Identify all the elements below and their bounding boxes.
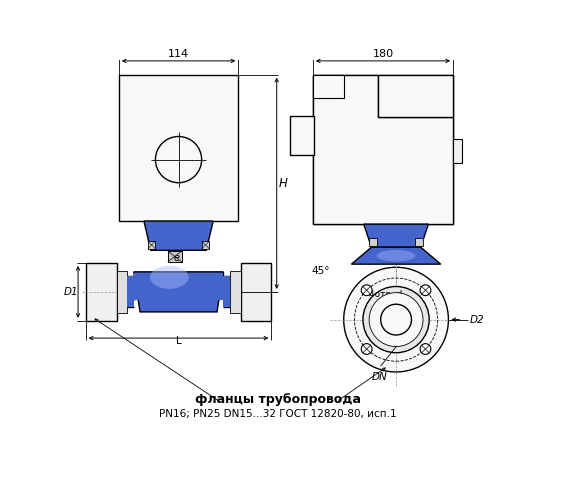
Polygon shape <box>127 277 134 307</box>
Polygon shape <box>144 221 213 250</box>
Circle shape <box>363 287 429 353</box>
Ellipse shape <box>377 250 416 262</box>
Bar <box>313 75 378 117</box>
Text: фланцы трубопровода: фланцы трубопровода <box>195 393 361 406</box>
Bar <box>416 238 423 245</box>
Text: 114: 114 <box>168 50 189 59</box>
Circle shape <box>361 344 372 354</box>
Bar <box>86 263 116 321</box>
Bar <box>119 75 238 221</box>
Circle shape <box>344 267 448 372</box>
Polygon shape <box>134 274 163 300</box>
Bar <box>290 116 314 155</box>
Polygon shape <box>364 224 428 247</box>
Text: 45°: 45° <box>311 266 330 276</box>
Bar <box>378 75 453 117</box>
Text: D2: D2 <box>470 315 485 325</box>
Bar <box>168 251 182 262</box>
Bar <box>240 263 271 321</box>
Polygon shape <box>352 247 441 264</box>
Bar <box>313 75 344 98</box>
Text: e: e <box>173 253 179 263</box>
Bar <box>201 241 210 249</box>
Circle shape <box>381 304 411 335</box>
Circle shape <box>369 293 423 347</box>
Bar <box>230 271 240 313</box>
Text: D1: D1 <box>64 287 79 297</box>
Text: L: L <box>176 336 182 346</box>
Text: DN: DN <box>371 372 387 382</box>
Polygon shape <box>313 75 453 224</box>
Bar <box>313 75 453 224</box>
Ellipse shape <box>150 266 189 289</box>
Text: PN16; PN25 DN15...32 ГОСТ 12820-80, исп.1: PN16; PN25 DN15...32 ГОСТ 12820-80, исп.… <box>159 409 397 419</box>
Text: 180: 180 <box>372 50 393 59</box>
Polygon shape <box>223 277 230 307</box>
Polygon shape <box>134 272 223 312</box>
Polygon shape <box>194 274 223 300</box>
Circle shape <box>420 285 431 296</box>
Text: H: H <box>279 177 288 190</box>
Bar <box>369 238 377 245</box>
Bar <box>453 139 462 162</box>
Circle shape <box>361 285 372 296</box>
Bar <box>148 241 155 249</box>
Circle shape <box>420 344 431 354</box>
Bar <box>116 271 127 313</box>
Text: 4отв. d: 4отв. d <box>365 290 403 299</box>
